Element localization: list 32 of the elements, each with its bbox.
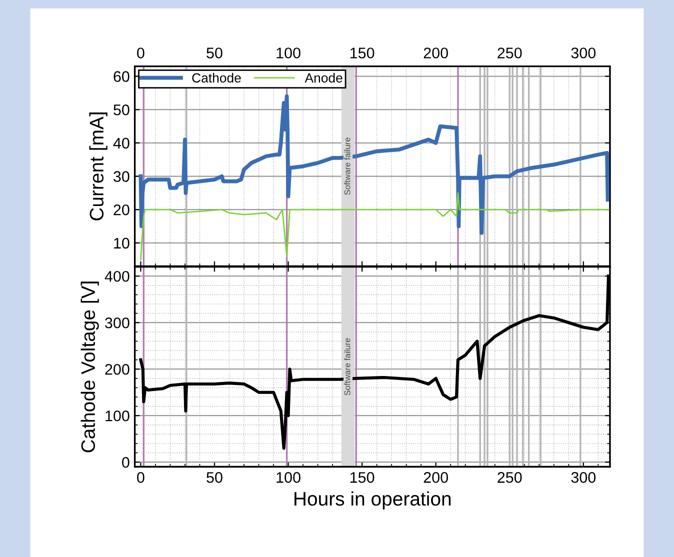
x-tick-label: 50 — [206, 472, 222, 483]
x2-tick-label: 200 — [424, 48, 448, 58]
y-tick-label: 30 — [114, 171, 130, 182]
band-label: Software failure — [344, 338, 350, 396]
x-axis-title: Hours in operation — [294, 491, 451, 510]
y-tick-label: 0 — [122, 456, 130, 468]
y-tick-label: 200 — [105, 364, 130, 375]
x-tick-label: 300 — [571, 472, 596, 483]
y-tick-label: 60 — [114, 71, 130, 82]
band-label: Software failure — [344, 138, 350, 195]
x2-tick-label: 300 — [571, 48, 596, 58]
x-tick-label: 100 — [276, 472, 300, 483]
y-tick-label: 300 — [105, 317, 130, 328]
x-tick-label: 250 — [498, 472, 522, 483]
y-tick-label: 20 — [114, 204, 130, 216]
x2-tick-label: 150 — [350, 48, 374, 58]
x2-tick-label: 0 — [137, 48, 144, 58]
y-tick-label: 100 — [106, 410, 130, 422]
x2-tick-label: 100 — [276, 48, 300, 58]
y-axis-title: Cathode Voltage [V] — [80, 282, 99, 452]
x2-tick-label: 250 — [498, 48, 522, 58]
x-tick-label: 200 — [424, 472, 448, 483]
y-axis-title: Current [mA] — [89, 112, 108, 220]
y-tick-label: 50 — [114, 104, 130, 116]
y-tick-label: 40 — [113, 138, 130, 149]
legend-label: Cathode — [192, 72, 241, 83]
x2-tick-label: 50 — [206, 48, 222, 58]
x-tick-label: 150 — [350, 472, 374, 483]
x-tick-label: 0 — [137, 472, 144, 483]
legend-label: Anode — [304, 72, 342, 83]
y-tick-label: 400 — [104, 270, 130, 282]
y-tick-label: 10 — [114, 238, 130, 249]
